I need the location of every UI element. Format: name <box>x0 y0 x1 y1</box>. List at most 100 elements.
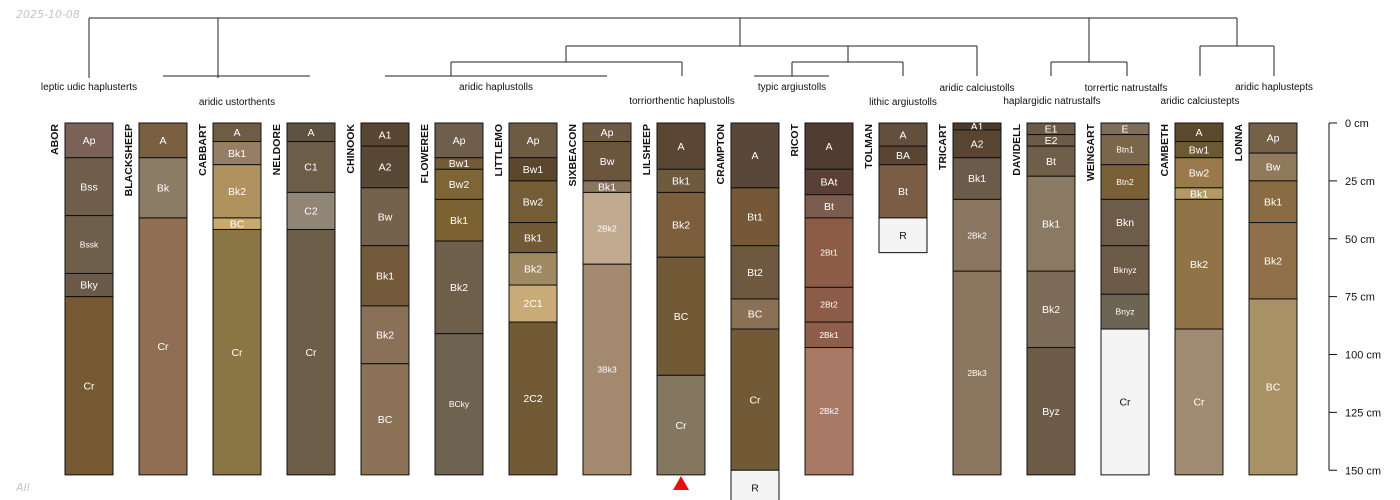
horizon-label: 2Bt2 <box>820 300 838 310</box>
horizon-label: Bk1 <box>672 176 690 188</box>
horizon <box>582 263 632 476</box>
horizon-label: Cr <box>157 341 169 353</box>
horizon-label: Ap <box>527 135 540 147</box>
horizon <box>138 122 188 159</box>
profile-name: WEINGART <box>1085 123 1097 181</box>
soil-profile: A Bk1 Bk2 BC Cr CABBART <box>197 122 262 476</box>
horizon-label: A <box>233 127 240 139</box>
marker-triangle <box>673 476 689 490</box>
horizon-label: BC <box>748 309 763 321</box>
horizon-label: A <box>825 141 832 153</box>
profile-name: LILSHEEP <box>641 124 653 175</box>
horizon-label: Bk2 <box>228 186 246 198</box>
horizon-label: BC <box>1266 382 1281 394</box>
horizon-label: Bk1 <box>598 181 616 193</box>
horizon-label: BAt <box>821 177 838 189</box>
horizon <box>286 141 336 193</box>
horizon <box>952 129 1002 159</box>
horizon <box>1026 270 1076 349</box>
horizon-label: Cr <box>305 347 317 359</box>
horizon-label: A1 <box>379 129 392 141</box>
horizon <box>1100 164 1150 200</box>
horizon <box>878 217 928 254</box>
horizon-label: Ap <box>1267 133 1280 145</box>
horizon-label: Bkn <box>1116 217 1134 229</box>
profile-name: RICOT <box>789 123 801 156</box>
horizon <box>730 245 780 300</box>
soil-profile: Ap Bw Bk1 2Bk2 3Bk3 SIXBEACON <box>567 122 632 476</box>
horizon <box>212 228 262 476</box>
soil-profile: Ap Bw1 Bw2 Bk1 Bk2 2C1 2C2 LITTLEMO <box>493 122 558 476</box>
horizon-label: Bt <box>898 186 908 198</box>
horizon-label: A2 <box>971 139 984 151</box>
horizon <box>360 363 410 476</box>
horizon <box>804 347 854 476</box>
horizon-label: Bw1 <box>449 158 470 170</box>
horizon <box>1026 347 1076 476</box>
soil-profile: A1 A2 Bw Bk1 Bk2 BC CHINOOK <box>345 122 410 476</box>
horizon <box>1248 122 1298 154</box>
horizon <box>730 187 780 247</box>
horizon <box>656 122 706 170</box>
horizon <box>1248 298 1298 476</box>
horizon <box>434 198 484 242</box>
soil-profile: E Btn1 Btn2 Bkn Bknyz Bnyz Cr WEINGART <box>1085 122 1150 476</box>
horizon-label: Bk <box>157 182 170 194</box>
horizon <box>1174 198 1224 330</box>
taxon-label: aridic calciustolls <box>939 83 1014 94</box>
horizon <box>1026 145 1076 177</box>
horizon-label: Bk2 <box>1264 255 1282 267</box>
horizon-label: Bky <box>80 280 98 292</box>
horizon <box>286 191 336 230</box>
soil-profile: Ap Bw1 Bw2 Bk1 Bk2 BCky FLOWEREE <box>419 122 484 476</box>
soil-profile: Ap Bss Bssk Bky Cr ABOR <box>49 122 114 476</box>
depth-tick-label: 50 cm <box>1345 234 1375 246</box>
soil-profile: Ap Bw Bk1 Bk2 BC LONNA <box>1233 122 1298 476</box>
horizon-label: Bt2 <box>747 267 763 279</box>
horizon-label: Bw2 <box>523 196 544 208</box>
horizon-label: BC <box>230 218 245 230</box>
depth-tick-label: 75 cm <box>1345 292 1375 304</box>
profile-name: CRAMPTON <box>715 124 727 184</box>
horizon-label: Bk2 <box>672 220 690 232</box>
horizon-label: Ap <box>601 127 614 139</box>
horizon-label: E2 <box>1045 135 1058 147</box>
horizon <box>64 157 114 217</box>
soil-profile: A Bk Cr BLACKSHEEP <box>123 122 188 476</box>
horizon <box>508 284 558 323</box>
horizon-label: Bw <box>1266 162 1281 174</box>
depth-tick-label: 0 cm <box>1345 118 1369 130</box>
horizon-label: Bk1 <box>1042 218 1060 230</box>
horizon-label: R <box>751 482 759 494</box>
profile-name: BLACKSHEEP <box>123 124 135 196</box>
horizon <box>434 122 484 159</box>
taxon-label: aridic haplustolls <box>459 82 533 93</box>
horizon-label: Cr <box>1193 397 1205 409</box>
horizon <box>952 157 1002 200</box>
horizon-label: Bw2 <box>449 179 470 191</box>
horizon <box>434 168 484 200</box>
horizon <box>582 141 632 182</box>
horizon-label: BA <box>896 150 910 162</box>
horizon-label: BC <box>378 414 393 426</box>
horizon-label: 2C1 <box>523 298 542 310</box>
horizon-label: Bk1 <box>376 270 394 282</box>
horizon <box>508 222 558 254</box>
horizon <box>508 180 558 224</box>
horizon-label: Btn1 <box>1116 145 1134 155</box>
horizon <box>1026 175 1076 272</box>
horizon-label: BCky <box>449 399 470 409</box>
horizon-label: Bt1 <box>747 211 763 223</box>
horizon <box>1100 198 1150 247</box>
horizon-label: R <box>899 230 907 242</box>
horizon-label: 2Bt1 <box>820 248 838 258</box>
soil-profile: A Bk1 Bk2 BC Cr LILSHEEP <box>641 122 706 476</box>
horizon-label: 2Bk2 <box>597 223 617 233</box>
horizon-label: Cr <box>675 420 687 432</box>
horizon-label: Bnyz <box>1116 307 1135 317</box>
horizon-label: Bt <box>824 201 834 213</box>
horizon-label: Bw <box>600 156 615 168</box>
horizon-label: A <box>899 129 906 141</box>
